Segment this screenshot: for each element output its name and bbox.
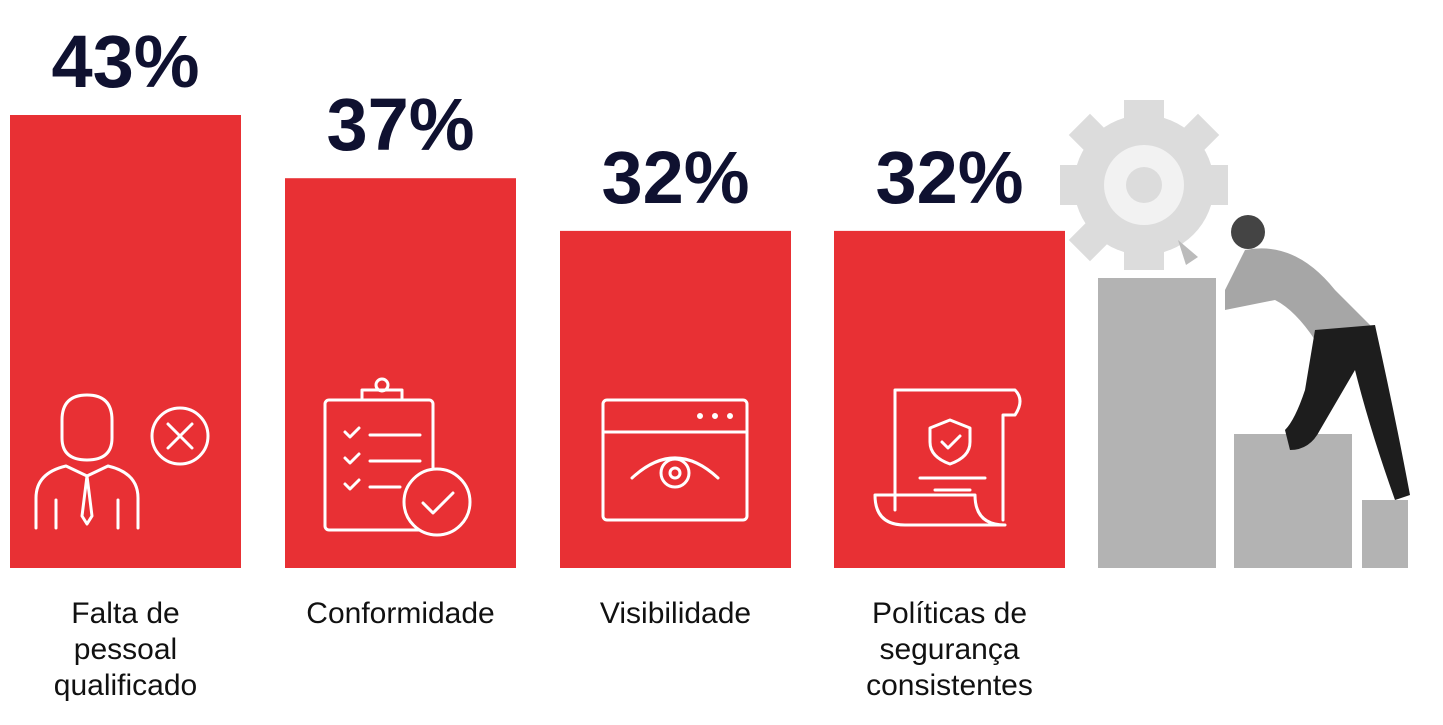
illustration: [1060, 100, 1410, 568]
bar: [834, 230, 1065, 568]
icon-staff: [34, 393, 210, 530]
category-text: Falta de pessoal qualificado: [53, 597, 198, 702]
value-label: 32%: [601, 136, 749, 219]
value-label: 43%: [51, 20, 199, 103]
bar: [10, 115, 241, 568]
category-label: Conformidade: [263, 596, 538, 632]
value-label: 32%: [875, 136, 1023, 219]
bar: [285, 178, 516, 569]
category-text: Políticas de segurança consistentes: [866, 597, 1033, 702]
icon-policy: [873, 388, 1022, 527]
category-text: Conformidade: [306, 597, 495, 630]
value-label: 37%: [326, 83, 474, 166]
category-label: Visibilidade: [538, 596, 813, 632]
icon-visibility: [601, 398, 749, 522]
category-text: Visibilidade: [599, 597, 752, 630]
icon-checklist: [323, 377, 472, 537]
category-label: Falta de pessoal qualificado: [0, 596, 263, 704]
category-label: Políticas de segurança consistentes: [812, 596, 1087, 704]
bars: [10, 115, 1065, 569]
